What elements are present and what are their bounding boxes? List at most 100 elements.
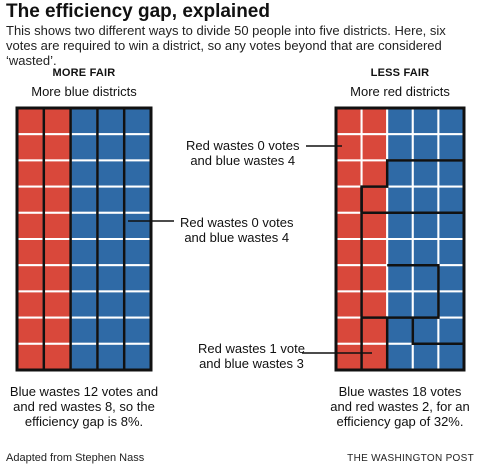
voter-cell bbox=[123, 264, 152, 293]
left-callout-line-1: Red wastes 0 votes bbox=[180, 215, 294, 230]
voter-cell bbox=[437, 133, 465, 162]
subtitle: This shows two different ways to divide … bbox=[6, 23, 446, 68]
left-grid-outline bbox=[15, 106, 153, 372]
page-title: The efficiency gap, explained bbox=[6, 1, 270, 22]
voter-cell bbox=[16, 133, 45, 162]
voter-cell bbox=[411, 238, 440, 267]
voter-cell bbox=[335, 107, 363, 136]
voter-cell bbox=[16, 316, 45, 345]
district-boundary bbox=[360, 159, 464, 370]
voter-cell bbox=[123, 238, 152, 267]
left-caption-line-3: efficiency gap is 8%. bbox=[24, 414, 144, 429]
voter-cell bbox=[386, 133, 414, 162]
voter-cell bbox=[123, 133, 152, 162]
voter-cell bbox=[437, 238, 465, 267]
right-caption-line-3: efficiency gap of 32%. bbox=[336, 414, 464, 429]
voter-cell bbox=[16, 211, 45, 241]
voter-cell bbox=[386, 185, 414, 214]
right-top-callout: Red wastes 0 votes and blue wastes 4 bbox=[186, 138, 299, 168]
voter-cell bbox=[360, 238, 389, 267]
voter-cell bbox=[16, 185, 45, 214]
voter-cell bbox=[16, 107, 45, 136]
voter-cell bbox=[123, 107, 152, 136]
right-bottom-callout-line-2: and blue wastes 3 bbox=[199, 356, 304, 371]
right-bottom-callout: Red wastes 1 vote and blue wastes 3 bbox=[198, 341, 305, 371]
voter-cell bbox=[360, 211, 389, 241]
voter-cell bbox=[16, 238, 45, 267]
voter-cell bbox=[42, 342, 72, 371]
voter-cell bbox=[96, 211, 126, 241]
voter-cell bbox=[96, 342, 126, 371]
left-callout: Red wastes 0 votes and blue wastes 4 bbox=[180, 215, 293, 245]
voter-cell bbox=[411, 185, 440, 214]
right-panel-heading: LESS FAIR bbox=[370, 67, 430, 79]
voter-cell bbox=[335, 342, 363, 371]
voter-cell bbox=[69, 107, 99, 136]
voter-cell bbox=[69, 159, 99, 188]
voter-cell bbox=[42, 185, 72, 214]
voter-cell bbox=[411, 264, 440, 293]
left-caption-line-1: Blue wastes 12 votes and bbox=[9, 384, 159, 399]
voter-cell bbox=[69, 342, 99, 371]
voter-cell bbox=[335, 185, 363, 214]
voter-cell bbox=[96, 290, 126, 319]
right-grid-outline bbox=[334, 106, 466, 372]
voter-cell bbox=[96, 107, 126, 136]
voter-cell bbox=[360, 185, 389, 214]
voter-cell bbox=[16, 342, 45, 371]
voter-cell bbox=[335, 264, 363, 293]
voter-cell bbox=[42, 316, 72, 345]
right-panel-subheading: More red districts bbox=[350, 84, 450, 99]
voter-cell bbox=[386, 159, 414, 188]
right-caption: Blue wastes 18 votes and red wastes 2, f… bbox=[316, 384, 480, 429]
voter-cell bbox=[437, 316, 465, 345]
voter-cell bbox=[386, 290, 414, 319]
right-bottom-callout-line-1: Red wastes 1 vote bbox=[198, 341, 305, 356]
voter-cell bbox=[360, 316, 389, 345]
voter-cell bbox=[335, 290, 363, 319]
voter-cell bbox=[386, 264, 414, 293]
voter-cell bbox=[69, 211, 99, 241]
voter-cell bbox=[335, 316, 363, 345]
voter-cell bbox=[123, 316, 152, 345]
right-top-callout-line-1: Red wastes 0 votes bbox=[186, 138, 300, 153]
voter-cell bbox=[42, 159, 72, 188]
voter-cell bbox=[69, 133, 99, 162]
voter-cell bbox=[42, 264, 72, 293]
voter-cell bbox=[437, 185, 465, 214]
voter-cell bbox=[16, 159, 45, 188]
voter-cell bbox=[437, 342, 465, 371]
district-boundary bbox=[385, 263, 440, 370]
voter-cell bbox=[411, 211, 440, 241]
voter-cell bbox=[96, 159, 126, 188]
voter-cell bbox=[360, 264, 389, 293]
voter-cell bbox=[360, 107, 389, 136]
voter-cell bbox=[69, 185, 99, 214]
voter-cell bbox=[42, 238, 72, 267]
voter-cell bbox=[411, 342, 440, 371]
voter-cell bbox=[69, 316, 99, 345]
voter-cell bbox=[96, 264, 126, 293]
voter-cell bbox=[360, 342, 389, 371]
left-panel-heading: MORE FAIR bbox=[52, 67, 116, 79]
voter-cell bbox=[437, 290, 465, 319]
voter-cell bbox=[69, 238, 99, 267]
voter-cell bbox=[437, 264, 465, 293]
voter-cell bbox=[386, 238, 414, 267]
voter-cell bbox=[411, 159, 440, 188]
voter-cell bbox=[437, 107, 465, 136]
voter-cell bbox=[411, 290, 440, 319]
voter-cell bbox=[360, 133, 389, 162]
voter-cell bbox=[335, 159, 363, 188]
left-caption-line-2: and red wastes 8, so the bbox=[13, 399, 155, 414]
voter-cell bbox=[123, 185, 152, 214]
voter-cell bbox=[411, 107, 440, 136]
voter-cell bbox=[335, 238, 363, 267]
left-callout-line-2: and blue wastes 4 bbox=[184, 230, 290, 245]
voter-cell bbox=[411, 316, 440, 345]
voter-cell bbox=[386, 342, 414, 371]
voter-cell bbox=[69, 264, 99, 293]
voter-cell bbox=[335, 211, 363, 241]
voter-cell bbox=[69, 290, 99, 319]
voter-cell bbox=[42, 133, 72, 162]
